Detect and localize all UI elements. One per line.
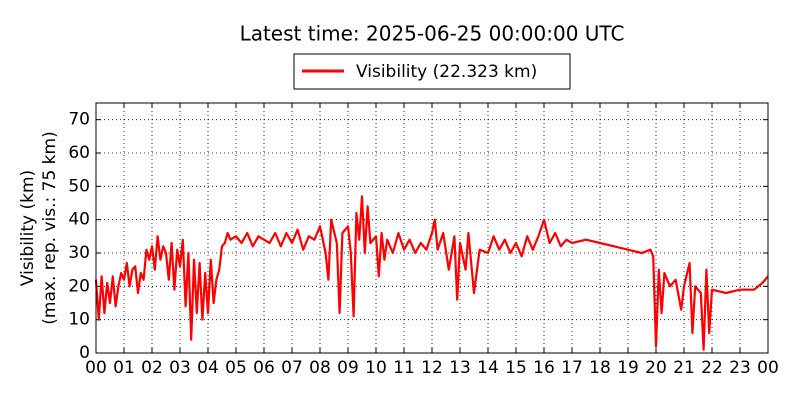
- chart-title: Latest time: 2025-06-25 00:00:00 UTC: [240, 22, 625, 46]
- x-tick-label: 00: [757, 358, 779, 378]
- x-tick-label: 15: [505, 358, 527, 378]
- y-tick-label: 60: [68, 143, 90, 163]
- x-tick-label: 00: [85, 358, 107, 378]
- x-tick-label: 17: [561, 358, 583, 378]
- x-tick-label: 14: [477, 358, 499, 378]
- x-tick-label: 09: [337, 358, 359, 378]
- y-tick-label: 30: [68, 243, 90, 263]
- x-tick-label: 03: [169, 358, 191, 378]
- x-tick-label: 18: [589, 358, 611, 378]
- y-tick-label: 10: [68, 310, 90, 330]
- y-tick-label: 70: [68, 110, 90, 130]
- y-label-line: Visibility (km): [18, 170, 38, 286]
- y-axis-label: Visibility (km) (max. rep. vis.: 75 km): [18, 131, 60, 324]
- x-tick-label: 21: [673, 358, 695, 378]
- x-tick-label: 01: [113, 358, 135, 378]
- x-tick-label: 23: [729, 358, 751, 378]
- y-tick-label: 20: [68, 276, 90, 296]
- x-tick-label: 22: [701, 358, 723, 378]
- x-tick-label: 02: [141, 358, 163, 378]
- x-tick-label: 10: [365, 358, 387, 378]
- x-tick-label: 12: [421, 358, 443, 378]
- data-line: [94, 195, 769, 351]
- x-tick-label: 08: [309, 358, 331, 378]
- x-tick-label: 05: [225, 358, 247, 378]
- x-tick-label: 16: [533, 358, 555, 378]
- x-tick-label: 04: [197, 358, 219, 378]
- x-tick-label: 13: [449, 358, 471, 378]
- x-tick-label: 20: [645, 358, 667, 378]
- x-tick-label: 07: [281, 358, 303, 378]
- plot-frame: [95, 102, 769, 354]
- y-tick-label: 0: [79, 343, 90, 363]
- y-tick-label: 50: [68, 176, 90, 196]
- y-label-line: (max. rep. vis.: 75 km): [40, 131, 60, 324]
- x-tick-label: 11: [393, 358, 415, 378]
- legend-label: Visibility (22.323 km): [356, 62, 537, 82]
- y-tick-label: 40: [68, 210, 90, 230]
- x-tick-label: 19: [617, 358, 639, 378]
- x-tick-label: 06: [253, 358, 275, 378]
